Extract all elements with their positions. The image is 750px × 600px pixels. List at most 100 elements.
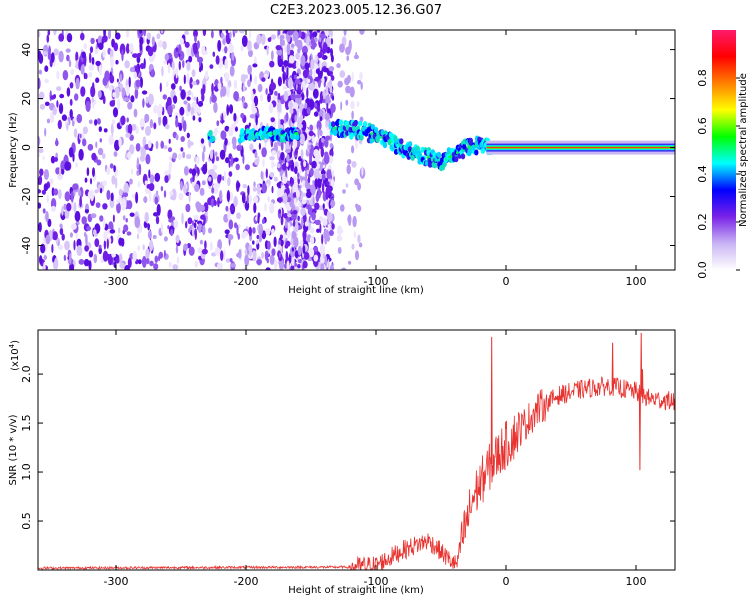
noise-blob <box>120 115 126 126</box>
y-tick-label: 20 <box>20 92 33 106</box>
noise-blob <box>285 112 289 122</box>
noise-blob <box>115 177 118 189</box>
noise-blob <box>125 218 128 223</box>
noise-blob <box>38 175 43 185</box>
noise-blob <box>271 50 274 61</box>
noise-blob <box>307 176 311 184</box>
signal-blob <box>415 145 420 152</box>
noise-blob <box>146 184 151 189</box>
noise-blob <box>114 139 120 152</box>
noise-blob <box>95 77 100 83</box>
noise-blob <box>306 107 311 115</box>
noise-blob <box>247 185 250 196</box>
noise-blob <box>249 143 254 151</box>
noise-blob <box>121 199 127 211</box>
noise-blob <box>283 192 288 205</box>
noise-blob <box>162 40 167 50</box>
noise-blob <box>225 157 230 164</box>
noise-blob <box>46 34 50 43</box>
noise-blob <box>66 87 71 97</box>
noise-blob <box>266 45 269 56</box>
noise-blob <box>221 112 224 125</box>
noise-blob <box>51 243 54 254</box>
noise-blob <box>53 188 59 196</box>
noise-blob <box>309 227 315 234</box>
noise-blob <box>124 60 130 69</box>
noise-blob <box>301 120 307 132</box>
snr-series <box>38 332 675 570</box>
signal-blob <box>285 127 291 134</box>
noise-blob <box>301 199 307 205</box>
noise-blob <box>277 54 280 61</box>
noise-blob <box>283 213 289 219</box>
noise-blob <box>237 233 240 240</box>
noise-blob <box>267 240 271 250</box>
noise-blob <box>328 229 334 236</box>
noise-blob <box>136 157 140 169</box>
noise-blob <box>224 58 229 70</box>
noise-blob <box>327 258 330 270</box>
noise-blob <box>167 62 171 74</box>
noise-blob <box>297 264 301 269</box>
noise-blob <box>317 67 323 79</box>
noise-blob <box>39 255 43 265</box>
noise-blob <box>319 244 326 256</box>
noise-blob <box>147 223 151 231</box>
noise-blob <box>240 112 245 119</box>
noise-blob <box>95 141 98 149</box>
noise-blob <box>152 235 157 239</box>
noise-blob <box>311 134 315 143</box>
noise-blob <box>274 259 278 270</box>
noise-blob <box>254 75 258 85</box>
noise-blob <box>73 117 77 122</box>
noise-blob <box>84 245 89 252</box>
noise-blob <box>46 194 50 204</box>
noise-blob <box>164 175 169 183</box>
noise-blob <box>273 236 277 248</box>
noise-blob <box>314 219 321 226</box>
noise-blob <box>127 101 133 110</box>
noise-blob <box>300 217 304 228</box>
noise-blob <box>302 244 306 254</box>
noise-blob <box>134 87 139 99</box>
noise-blob <box>356 204 362 213</box>
noise-blob <box>150 69 156 78</box>
noise-blob <box>264 250 269 261</box>
noise-blob <box>329 87 333 93</box>
noise-blob <box>211 92 215 98</box>
noise-blob <box>71 223 77 230</box>
noise-blob <box>277 76 282 87</box>
noise-blob <box>271 159 274 169</box>
noise-blob <box>69 109 73 119</box>
noise-blob <box>325 186 332 196</box>
noise-blob <box>80 86 86 97</box>
noise-blob <box>41 189 47 195</box>
noise-blob <box>59 93 65 99</box>
noise-blob <box>251 90 254 103</box>
noise-blob <box>116 78 119 83</box>
noise-blob <box>194 35 197 43</box>
noise-blob <box>297 47 301 54</box>
noise-blob <box>193 96 197 101</box>
noise-blob <box>186 153 192 160</box>
noise-blob <box>81 216 87 225</box>
noise-blob <box>300 207 306 216</box>
noise-blob <box>162 115 168 127</box>
noise-blob <box>258 142 261 150</box>
noise-blob <box>317 52 323 59</box>
noise-blob <box>346 74 351 84</box>
noise-blob <box>223 170 227 183</box>
noise-blob <box>189 77 193 89</box>
chart-title: C2E3.2023.005.12.36.G07 <box>270 3 442 18</box>
noise-blob <box>325 181 330 186</box>
noise-blob <box>75 51 79 63</box>
noise-blob <box>231 51 235 61</box>
signal-blob <box>432 162 438 169</box>
noise-blob <box>149 190 152 202</box>
noise-blob <box>181 212 184 225</box>
noise-blob <box>278 196 282 204</box>
noise-blob <box>187 243 191 249</box>
noise-blob <box>281 163 287 171</box>
noise-blob <box>167 225 170 230</box>
noise-blob <box>132 250 137 262</box>
